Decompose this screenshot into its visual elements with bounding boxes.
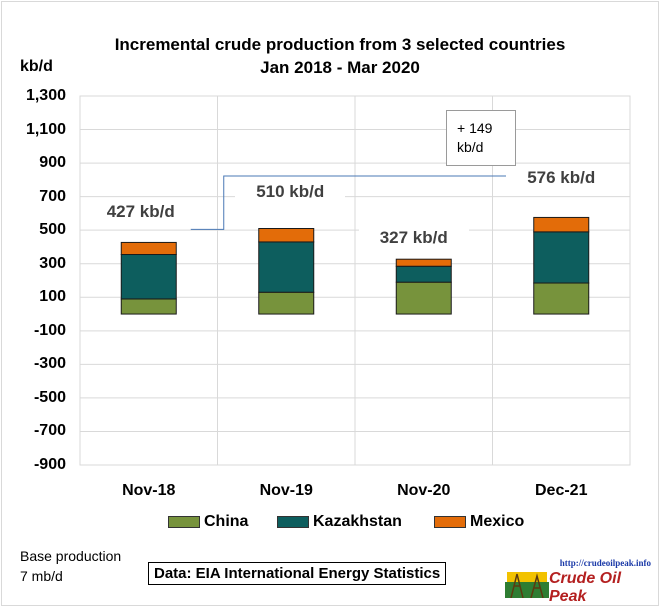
y-tick-label: 1,100 bbox=[25, 120, 66, 138]
y-tick-label: 300 bbox=[39, 254, 66, 272]
legend: China Kazakhstan Mexico bbox=[0, 513, 662, 535]
legend-swatch bbox=[168, 516, 200, 528]
legend-swatch bbox=[434, 516, 466, 528]
total-label: 576 kb/d bbox=[506, 168, 617, 188]
data-source-box: Data: EIA International Energy Statistic… bbox=[148, 562, 447, 585]
y-tick-label: 1,300 bbox=[25, 87, 66, 104]
y-tick-label: -900 bbox=[33, 456, 66, 473]
base-note-line2: 7 mb/d bbox=[20, 568, 63, 584]
x-tick-label: Nov-20 bbox=[397, 482, 451, 499]
y-tick-label: -500 bbox=[33, 388, 66, 406]
y-tick-label: -700 bbox=[33, 422, 66, 440]
legend-item-mexico: Mexico bbox=[434, 513, 524, 531]
x-tick-label: Dec-21 bbox=[535, 482, 588, 499]
y-tick-label: 500 bbox=[39, 221, 66, 239]
increment-annotation: + 149 kb/d bbox=[446, 110, 516, 166]
total-label: 327 kb/d bbox=[358, 228, 469, 248]
y-tick-label: 100 bbox=[39, 288, 66, 306]
chart-subtitle: Jan 2018 - Mar 2020 bbox=[260, 58, 420, 77]
logo-name: Crude Oil Peak bbox=[549, 570, 622, 605]
legend-label: Kazakhstan bbox=[313, 513, 402, 530]
chart-title: Incremental crude production from 3 sele… bbox=[114, 35, 566, 54]
y-tick-label: -300 bbox=[33, 355, 66, 373]
oil-derrick-icon bbox=[505, 572, 549, 598]
x-tick-label: Nov-18 bbox=[122, 482, 176, 499]
crude-oil-peak-logo: http://crudeoilpeak.info Crude Oil Peak bbox=[505, 558, 651, 605]
legend-label: Mexico bbox=[470, 513, 525, 530]
annotation-unit: kb/d bbox=[457, 139, 484, 155]
annotation-value: + 149 bbox=[457, 120, 493, 136]
legend-swatch bbox=[277, 516, 309, 528]
logo-url: http://crudeoilpeak.info bbox=[559, 558, 651, 568]
legend-item-china: China bbox=[168, 513, 248, 531]
y-axis-unit: kb/d bbox=[20, 58, 53, 75]
total-label: 427 kb/d bbox=[85, 202, 196, 222]
legend-label: China bbox=[204, 513, 249, 530]
legend-item-kazakhstan: Kazakhstan bbox=[277, 513, 402, 531]
y-tick-label: -100 bbox=[33, 321, 66, 339]
total-label: 510 kb/d bbox=[235, 182, 346, 202]
base-note-line1: Base production bbox=[20, 548, 122, 564]
y-tick-label: 700 bbox=[39, 187, 66, 205]
x-tick-label: Nov-19 bbox=[259, 482, 313, 499]
base-production-note: Base production 7 mb/d bbox=[20, 546, 121, 586]
y-tick-label: 900 bbox=[39, 154, 66, 172]
